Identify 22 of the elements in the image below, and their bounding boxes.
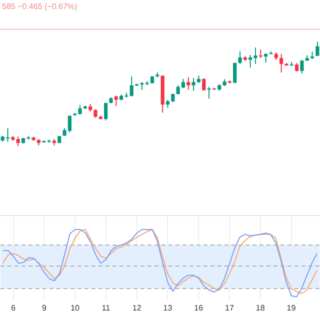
x-tick-label: 12 (132, 303, 142, 312)
candlestick (264, 52, 268, 64)
candlestick (16, 136, 20, 147)
x-tick-label: 11 (102, 303, 111, 312)
candlestick (300, 60, 304, 74)
candlestick (207, 86, 211, 99)
candlestick (238, 50, 242, 64)
text: 585 −0.465 (−0.67%) (2, 2, 78, 12)
x-tick-label: 19 (286, 303, 296, 312)
candlestick (104, 102, 108, 121)
x-tick-label: 6 (11, 303, 16, 312)
x-tick-label: 16 (194, 303, 204, 312)
candlestick (192, 78, 196, 92)
x-tick-label: 17 (225, 303, 234, 312)
candlestick (202, 78, 206, 92)
x-tick-label: 9 (42, 303, 47, 312)
x-tick-label: 13 (163, 303, 173, 312)
candlestick (316, 41, 320, 57)
x-tick-label: 10 (70, 303, 80, 312)
candlestick (186, 76, 190, 90)
x-tick-label: 18 (256, 303, 266, 312)
candlestick (279, 53, 284, 73)
